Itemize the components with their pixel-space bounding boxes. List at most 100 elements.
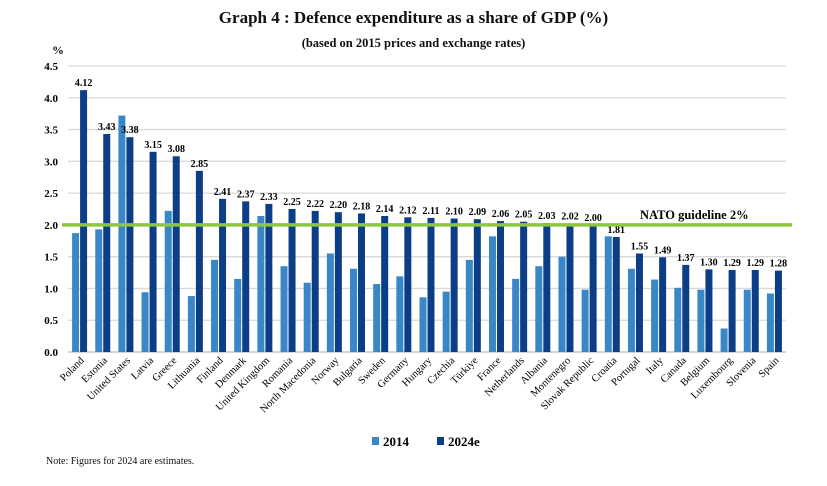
data-label: 2.05 <box>515 210 533 221</box>
data-label: 2.37 <box>237 189 255 200</box>
bar-2014 <box>396 276 404 352</box>
bar-2014 <box>118 115 126 352</box>
bar-2014 <box>187 296 195 352</box>
bar-2024e <box>520 221 528 352</box>
y-tick-label: 4.0 <box>44 93 58 105</box>
bar-2024e <box>774 270 782 352</box>
bar-2024e <box>751 270 759 352</box>
bar-2024e <box>566 223 574 352</box>
data-label: 2.10 <box>445 207 463 218</box>
bar-2014 <box>651 279 659 352</box>
bar-2024e <box>543 222 551 352</box>
bar-2014 <box>674 287 682 352</box>
data-label: 4.12 <box>75 78 93 89</box>
footnote: Note: Figures for 2024 are estimates. <box>46 456 195 467</box>
bar-2024e <box>450 218 458 352</box>
bar-2024e <box>635 253 643 352</box>
bar-2014 <box>604 236 612 352</box>
y-tick-label: 3.0 <box>44 156 58 168</box>
y-tick-label: 0.5 <box>44 315 58 327</box>
data-label: 1.37 <box>677 253 695 264</box>
bar-2024e <box>311 210 319 352</box>
bar-2014 <box>627 268 635 352</box>
data-label: 2.02 <box>561 212 579 223</box>
data-label: 3.43 <box>98 122 116 133</box>
data-label: 2.00 <box>584 213 602 224</box>
bar-2014 <box>164 210 172 352</box>
data-label: 1.30 <box>700 257 718 268</box>
bar-2024e <box>404 217 412 352</box>
bar-2014 <box>558 256 566 352</box>
bar-2024e <box>473 219 481 352</box>
y-tick-label: 0.0 <box>44 347 58 359</box>
bar-2024e <box>682 264 690 352</box>
bar-2014 <box>581 289 589 352</box>
chart-title: Graph 4 : Defence expenditure as a share… <box>218 8 609 27</box>
y-tick-label: 4.5 <box>44 61 58 73</box>
legend-swatch-2014 <box>372 437 379 445</box>
legend-swatch-2024e <box>437 437 444 445</box>
chart-subtitle: (based on 2015 prices and exchange rates… <box>301 36 526 50</box>
bar-2014 <box>535 266 543 352</box>
bar-2024e <box>172 156 180 352</box>
y-tick-label: 3.5 <box>44 125 58 137</box>
legend-label: 2014 <box>383 434 410 449</box>
data-label: 2.20 <box>330 200 348 211</box>
y-tick-label: 1.0 <box>44 283 58 295</box>
bar-2024e <box>705 269 713 352</box>
y-tick-label: 2.0 <box>44 220 58 232</box>
bar-2024e <box>149 151 157 352</box>
bar-2014 <box>766 293 774 352</box>
bar-2014 <box>743 289 751 352</box>
bar-2024e <box>103 134 111 352</box>
data-label: 2.11 <box>423 206 440 217</box>
data-label: 2.14 <box>376 204 394 215</box>
bar-2024e <box>358 213 366 352</box>
bar-2014 <box>257 215 265 352</box>
data-label: 3.38 <box>121 125 139 136</box>
bar-2024e <box>728 270 736 352</box>
bar-2024e <box>334 212 342 352</box>
bar-2014 <box>95 229 103 352</box>
data-label: 3.15 <box>144 140 162 151</box>
data-label: 2.85 <box>191 159 209 170</box>
data-label: 2.03 <box>538 211 556 222</box>
bar-2014 <box>234 278 242 352</box>
x-tick-label: Spain <box>757 355 782 380</box>
data-label: 1.81 <box>608 225 626 236</box>
bar-2024e <box>219 198 227 352</box>
bar-2014 <box>280 266 288 352</box>
bar-2014 <box>303 282 311 352</box>
nato-guideline-label: NATO guideline 2% <box>640 208 749 222</box>
data-label: 2.09 <box>469 207 487 218</box>
bar-2024e <box>496 221 504 352</box>
data-label: 1.55 <box>631 241 649 252</box>
data-label: 1.28 <box>770 259 788 270</box>
data-label: 2.41 <box>214 187 232 198</box>
bar-2014 <box>697 289 705 352</box>
data-label: 1.49 <box>654 245 672 256</box>
bar-2024e <box>242 201 250 352</box>
data-label: 2.06 <box>492 209 510 220</box>
bar-2014 <box>350 268 358 352</box>
bar-2014 <box>373 283 381 352</box>
legend-label: 2024e <box>448 434 480 449</box>
bar-2024e <box>80 90 88 352</box>
bar-2024e <box>659 257 667 352</box>
bar-2024e <box>381 215 389 352</box>
bar-2014 <box>512 278 520 352</box>
bar-2014 <box>720 328 728 352</box>
bar-2014 <box>419 297 427 352</box>
data-label: 2.25 <box>283 197 301 208</box>
bar-2014 <box>141 292 149 352</box>
bar-2014 <box>72 233 80 352</box>
bar-2014 <box>465 259 473 352</box>
data-label: 2.12 <box>399 205 417 216</box>
bar-2024e <box>427 217 435 352</box>
bar-2014 <box>326 253 334 352</box>
y-tick-label: 2.5 <box>44 188 58 200</box>
bar-2024e <box>126 137 134 352</box>
bar-2014 <box>442 291 450 352</box>
y-tick-label: 1.5 <box>44 252 58 264</box>
